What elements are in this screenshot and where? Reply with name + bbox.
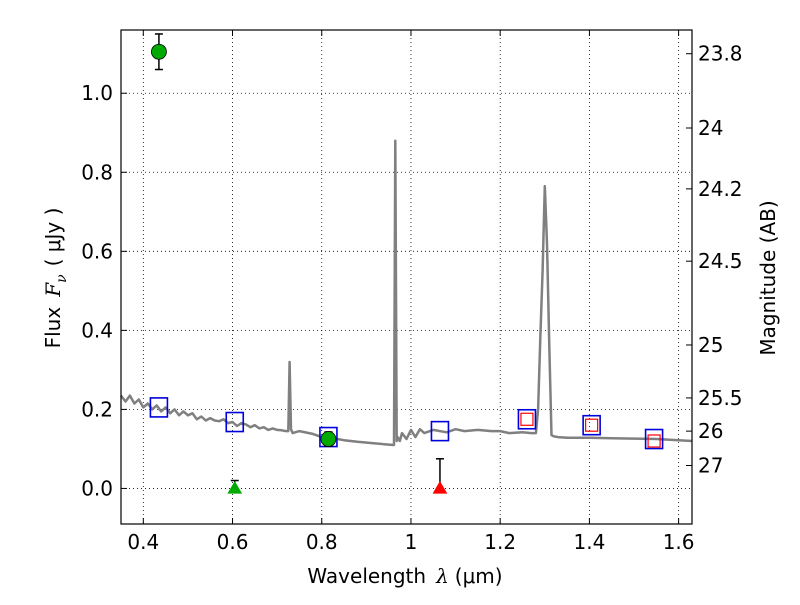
y2-tick-label: 23.8 [698,42,743,66]
model-filter-square [149,397,169,418]
x-axis-label-symbol: λ [435,564,449,588]
y2-tick-label: 24 [698,116,723,140]
upper-limit-triangle [432,480,448,494]
model-filter-square [225,411,245,433]
x-tick-label: 0.4 [127,530,159,554]
y-tick-label: 0.0 [81,476,113,500]
x-tick-label: 0.6 [217,530,249,554]
plot-frame [120,29,693,525]
y-tick-label: 0.6 [81,239,113,263]
y-axis-label-subscript: ν [54,274,70,283]
observed-square [585,418,599,432]
y2-tick-label: 27 [698,454,723,478]
y2-tick-label: 26 [698,419,723,443]
y2-tick-label: 25.5 [698,386,743,410]
series-layer [120,33,693,494]
y2-tick-label: 24.5 [698,249,743,273]
observed-square [520,412,534,426]
observed-square [647,434,661,448]
x-tick-label: 1.2 [484,530,516,554]
y-tick-label: 0.8 [81,160,113,184]
model-spectrum-line [120,139,693,447]
x-tick-label: 0.8 [306,530,338,554]
y-axis-label-unit: ( μJy ) [41,208,65,267]
x-tick-label: 1.6 [663,530,695,554]
y-tick-label: 0.4 [81,318,113,342]
y2-axis-label: Magnitude (AB) [756,200,780,355]
y-tick-label: 0.2 [81,397,113,421]
x-tick-label: 1.4 [573,530,605,554]
y2-tick-label: 24.2 [698,177,743,201]
detection-point [151,43,167,60]
y-axis-label-text: Flux [41,307,65,349]
detection-point [320,431,337,447]
model-filter-square [517,408,537,430]
tick-layer: 0.4 0.6 0.8 1 1.2 1.4 1.6 0.0 0.2 0.4 0.6 0.8 1.0 23.… [81,30,743,554]
y-tick-label: 1.0 [81,81,113,105]
x-axis-label: Wavelength λ (μm) [307,564,502,588]
x-tick-label: 1 [405,530,418,554]
x-axis-label-text: Wavelength [307,564,426,588]
x-axis-label-unit: (μm) [455,564,503,588]
y-axis-label-symbol: F [41,282,65,298]
upper-limit-triangle [227,480,243,494]
y-axis-label: Flux Fν ( μJy ) [41,208,70,349]
model-filter-square [582,414,601,436]
grid-lines [121,30,692,524]
model-filter-square [430,420,450,442]
model-filter-square [644,428,664,450]
y2-tick-label: 25 [698,333,723,357]
